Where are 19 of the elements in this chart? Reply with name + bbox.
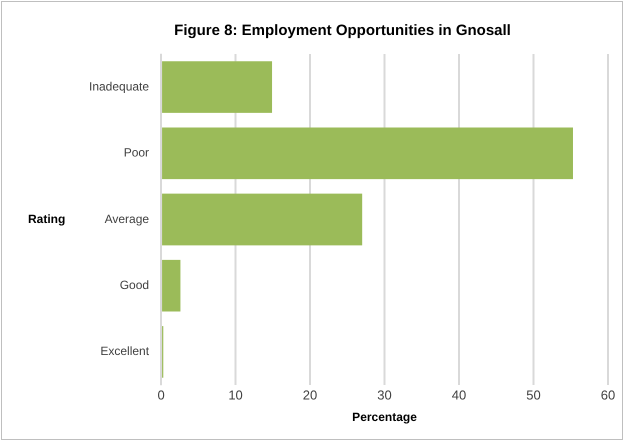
x-axis-title: Percentage <box>352 410 418 424</box>
y-tick-label: Inadequate <box>88 79 150 94</box>
y-tick-label: Good <box>120 278 150 292</box>
chart-title: Figure 8: Employment Opportunities in Gnosall <box>174 22 511 40</box>
y-tick-label: Average <box>104 212 150 226</box>
x-tick-label: 20 <box>302 387 318 402</box>
y-tick-label: Excellent <box>100 344 150 358</box>
bar <box>162 61 272 113</box>
x-tick-label: 10 <box>228 387 243 402</box>
x-tick-label: 40 <box>452 387 466 402</box>
x-tick-label: 60 <box>600 387 616 402</box>
bar <box>162 194 362 246</box>
y-axis-title: Rating <box>28 212 66 226</box>
x-tick-label: 30 <box>377 387 392 402</box>
x-tick-label: 0 <box>157 387 165 402</box>
x-tick-label: 50 <box>526 387 541 402</box>
bar <box>162 260 180 312</box>
y-tick-label: Poor <box>124 146 150 160</box>
bar <box>162 127 573 180</box>
